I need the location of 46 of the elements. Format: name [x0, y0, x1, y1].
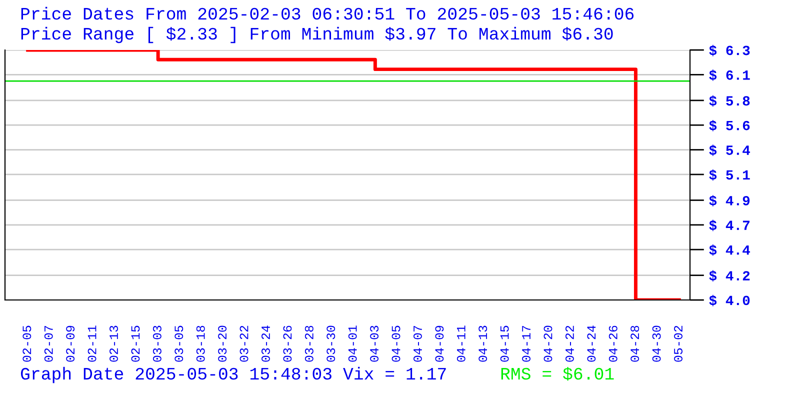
x-tick-label: 03-24 — [261, 326, 270, 362]
x-tick-label: 03-28 — [304, 326, 314, 362]
x-tick-label: 05-02 — [674, 326, 682, 362]
chart-title: Price Dates From 2025-02-03 06:30:51 To 2025-05-03 15:46:06 — [21, 6, 634, 20]
x-tick-label: 04-09 — [435, 326, 444, 362]
text: Graph Date 2025-05-03 15:48:03 Vix = 1.17 — [20, 366, 446, 384]
y-tick-label: $ 5.1 — [709, 169, 750, 181]
x-tick-label: 04-07 — [413, 326, 422, 362]
x-tick-label: 03-03 — [152, 326, 162, 362]
x-tick-label: 04-20 — [544, 326, 552, 362]
x-tick-label: 04-30 — [652, 326, 661, 362]
x-tick-label: 04-15 — [500, 326, 509, 362]
x-tick-label: 04-11 — [456, 326, 466, 362]
x-tick-label: 04-05 — [392, 326, 400, 362]
y-tick-label: $ 5.8 — [709, 95, 750, 107]
x-tick-label: 02-11 — [88, 326, 96, 362]
x-tick-label: 02-07 — [44, 326, 53, 362]
x-tick-label: 02-09 — [66, 326, 75, 362]
y-tick-label: $ 4.4 — [709, 244, 750, 256]
x-tick-label: 02-15 — [131, 326, 140, 362]
x-tick-label: 04-28 — [630, 326, 640, 362]
chart-subtitle: Price Range [ $2.33 ] From Minimum $3.97 To Maximum $6.30 — [21, 26, 613, 44]
x-tick-label: 02-13 — [110, 326, 118, 362]
y-tick-label: $ 4.7 — [709, 220, 750, 232]
x-tick-label: 04-13 — [478, 326, 488, 362]
y-tick-label: $ 6.3 — [709, 44, 750, 56]
y-tick-label: $ 5.4 — [709, 144, 750, 156]
x-tick-label: 04-03 — [370, 326, 379, 362]
y-tick-label: $ 5.6 — [709, 120, 750, 132]
x-tick-label: 03-22 — [240, 326, 248, 362]
x-tick-label: 02-05 — [22, 326, 32, 362]
text: RMS = $6.01 — [501, 366, 614, 381]
x-tick-label: 04-22 — [565, 326, 574, 362]
x-tick-label: 04-01 — [348, 326, 357, 362]
y-tick-label: $ 6.1 — [709, 70, 750, 81]
x-tick-label: 04-24 — [587, 326, 596, 362]
x-tick-label: 04-17 — [522, 326, 531, 362]
x-tick-label: 03-05 — [174, 326, 184, 362]
y-tick-label: $ 4.9 — [709, 195, 750, 206]
x-tick-label: 03-18 — [196, 326, 205, 362]
x-tick-label: 03-20 — [218, 326, 227, 362]
x-tick-label: 03-30 — [326, 326, 336, 362]
y-tick-label: $ 4.2 — [709, 270, 750, 282]
x-tick-label: 03-26 — [283, 326, 292, 362]
y-tick-label: $ 4.0 — [709, 294, 750, 306]
x-tick-label: 04-26 — [608, 326, 618, 362]
